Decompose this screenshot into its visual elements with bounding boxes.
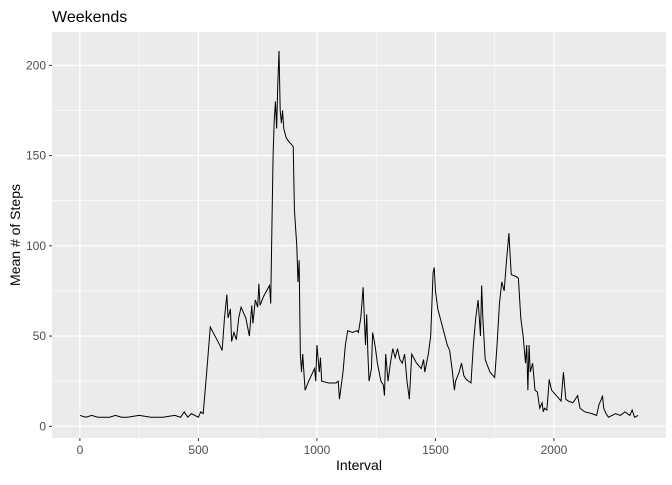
x-tick-label: 1500 bbox=[422, 443, 449, 457]
x-tick-label: 500 bbox=[188, 443, 208, 457]
y-tick-label: 50 bbox=[33, 329, 47, 343]
plot-panel bbox=[52, 32, 666, 438]
x-tick-label: 0 bbox=[77, 443, 84, 457]
x-tick-label: 2000 bbox=[541, 443, 568, 457]
x-axis-title: Interval bbox=[336, 457, 382, 473]
chart-title: Weekends bbox=[52, 9, 127, 26]
data-line bbox=[79, 50, 639, 419]
y-tick-label: 0 bbox=[39, 419, 46, 433]
y-tick-label: 200 bbox=[26, 58, 46, 72]
y-tick-label: 100 bbox=[26, 239, 46, 253]
y-axis-title: Mean # of Steps bbox=[7, 184, 23, 286]
y-tick-label: 150 bbox=[26, 149, 46, 163]
x-tick-label: 1000 bbox=[304, 443, 331, 457]
